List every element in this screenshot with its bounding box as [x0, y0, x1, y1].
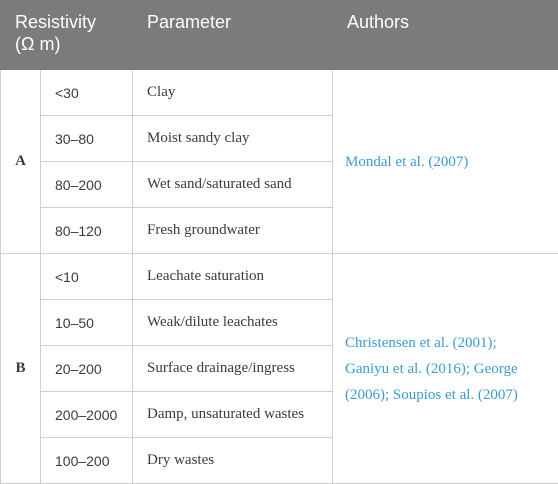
header-authors: Authors — [332, 0, 558, 70]
parameter-cell: Surface drainage/ingress — [132, 345, 334, 392]
resistivity-cell: 20–200 — [39, 345, 134, 392]
table-body: A <30 Clay Mondal et al. (2007) 30–80 Mo… — [0, 69, 558, 484]
table-row: 80–200 Wet sand/saturated sand — [1, 161, 558, 208]
resistivity-cell: 30–80 — [39, 115, 134, 162]
table-row: 20–200 Surface drainage/ingress — [1, 345, 558, 392]
author-citation[interactable]: Mondal et al. (2007) — [345, 153, 469, 170]
resistivity-cell: 200–2000 — [39, 391, 134, 438]
header-resistivity-label: Resistivity — [15, 12, 97, 32]
table-row: 200–2000 Damp, unsaturated wastes — [1, 391, 558, 438]
header-resistivity-unit: (Ω m) — [15, 34, 61, 54]
table-header: Resistivity (Ω m) Parameter Authors — [0, 0, 558, 70]
header-resistivity: Resistivity (Ω m) — [0, 0, 134, 70]
resistivity-cell: <30 — [39, 69, 134, 116]
parameter-cell: Damp, unsaturated wastes — [132, 391, 334, 438]
author-citation[interactable]: Ganiyu et al. (2016); George — [345, 360, 518, 377]
author-citation[interactable]: (2006); Soupios et al. (2007) — [345, 386, 518, 403]
parameter-cell: Wet sand/saturated sand — [132, 161, 334, 208]
header-parameter: Parameter — [132, 0, 334, 70]
header-row: Resistivity (Ω m) Parameter Authors — [0, 0, 558, 70]
parameter-cell: Moist sandy clay — [132, 115, 334, 162]
table-row: A <30 Clay Mondal et al. (2007) — [0, 69, 558, 254]
authors-cell-a[interactable]: Mondal et al. (2007) — [332, 69, 558, 254]
group-label-b: B — [0, 253, 41, 484]
resistivity-cell: 80–120 — [39, 207, 134, 254]
parameter-cell: Clay — [132, 69, 334, 116]
table-row: 80–120 Fresh groundwater — [1, 207, 558, 254]
parameter-cell: Leachate saturation — [132, 253, 334, 300]
table-row: 10–50 Weak/dilute leachates — [1, 299, 558, 346]
table-row: B <10 Leachate saturation Christensen et… — [0, 253, 558, 484]
table-row: 100–200 Dry wastes — [1, 437, 558, 484]
parameter-cell: Weak/dilute leachates — [132, 299, 334, 346]
author-citation[interactable]: Christensen et al. (2001); — [345, 334, 497, 351]
resistivity-cell: <10 — [39, 253, 134, 300]
resistivity-cell: 10–50 — [39, 299, 134, 346]
authors-cell-b[interactable]: Christensen et al. (2001); Ganiyu et al.… — [332, 253, 558, 484]
resistivity-cell: 80–200 — [39, 161, 134, 208]
parameter-cell: Fresh groundwater — [132, 207, 334, 254]
parameter-cell: Dry wastes — [132, 437, 334, 484]
resistivity-cell: 100–200 — [39, 437, 134, 484]
table-row: 30–80 Moist sandy clay — [1, 115, 558, 162]
group-label-a: A — [0, 69, 41, 254]
